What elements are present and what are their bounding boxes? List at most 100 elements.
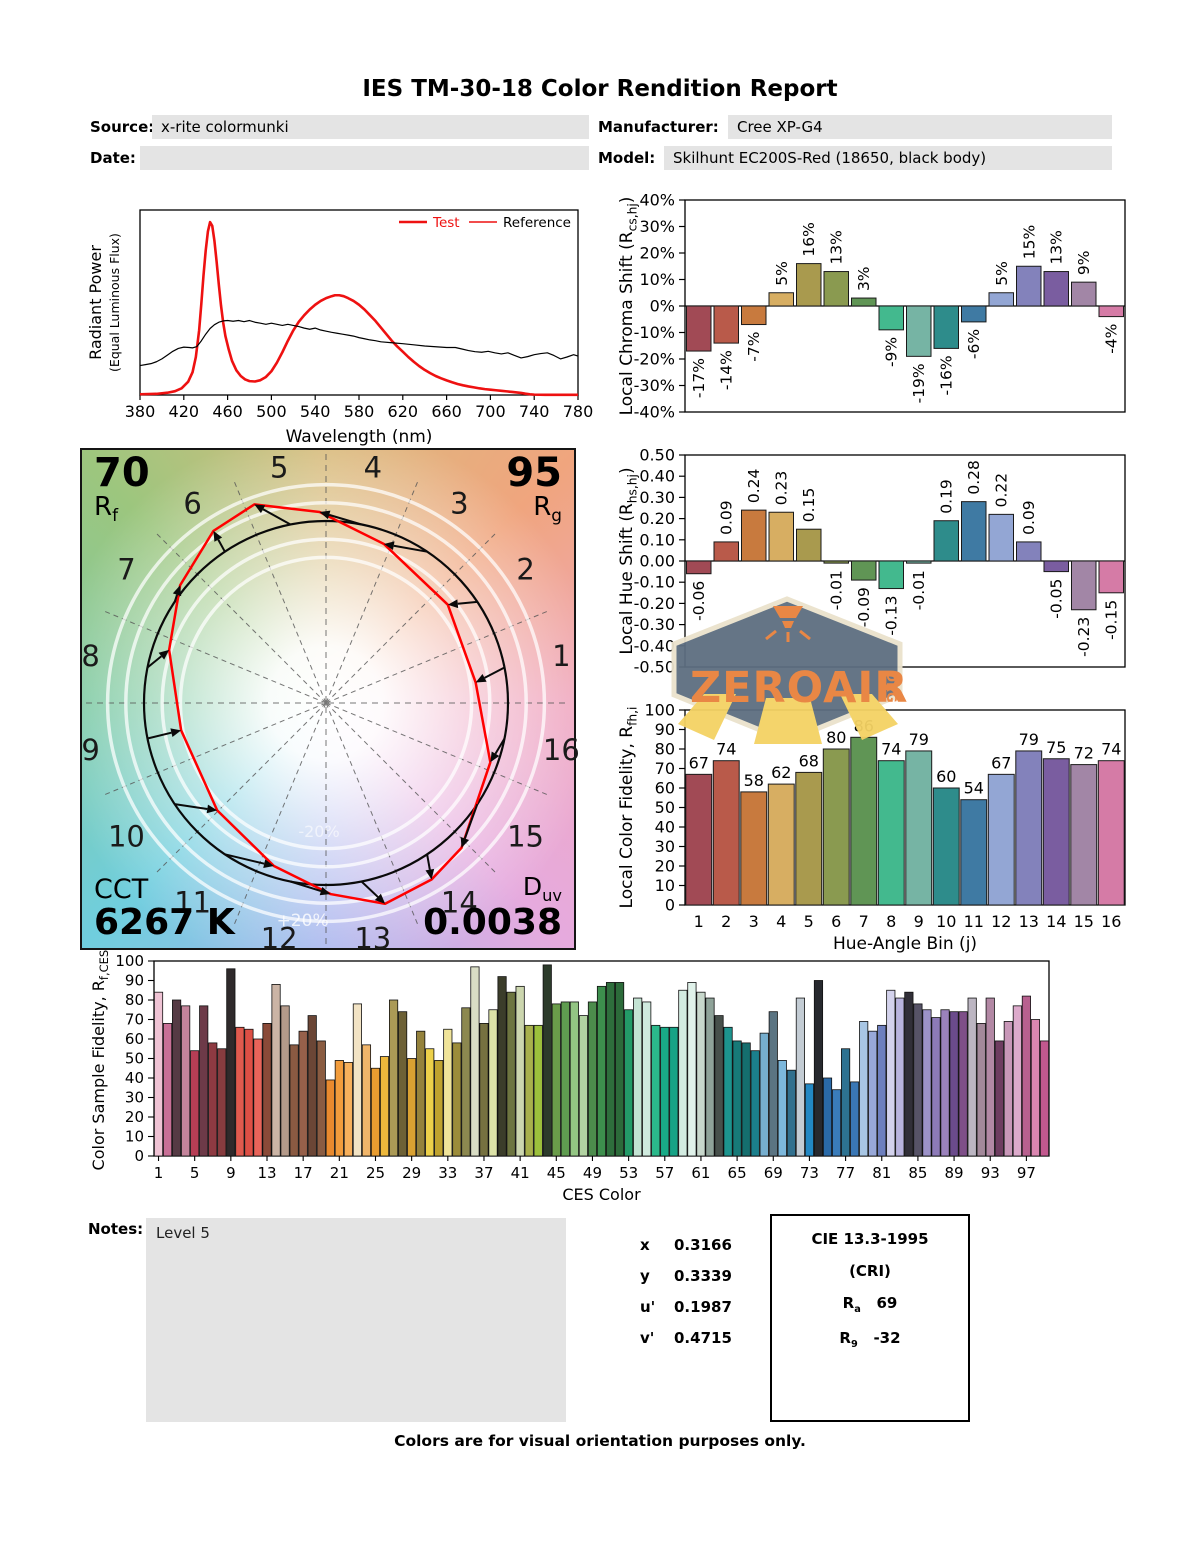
y-tick-label: 90	[125, 972, 144, 990]
bin-number-10: 10	[108, 819, 145, 853]
bar-value-label: -14%	[718, 350, 736, 390]
bar-bin-10	[933, 305, 959, 349]
bar-bin-14	[1042, 758, 1070, 906]
bar-bin-13	[1016, 265, 1042, 307]
bar-value-label: 0.22	[993, 473, 1011, 508]
bar-value-label: 67	[689, 753, 709, 772]
bin-number-11: 11	[174, 886, 211, 920]
bar-ces-58	[669, 1026, 679, 1157]
y-tick-label: 30%	[639, 217, 675, 236]
y-tick-label: -40%	[634, 403, 675, 422]
bar-ces-10	[235, 1026, 245, 1157]
bar-ces-80	[868, 1030, 878, 1157]
x-tick-label: 3	[749, 912, 759, 931]
bar-ces-85	[913, 1003, 923, 1157]
local-hue-shift-chart: 0.500.400.300.200.100.00-0.10-0.20-0.30-…	[617, 446, 1126, 677]
bar-bin-4	[768, 511, 794, 562]
x-tick-label: 89	[945, 1164, 964, 1182]
y-tick-label: -0.30	[634, 615, 675, 634]
pct-ring	[178, 555, 474, 851]
bar-value-label: 0.24	[745, 469, 763, 504]
bar-value-label: 72	[1074, 744, 1094, 763]
bar-ces-81	[877, 1024, 887, 1157]
bar-bin-7	[850, 736, 878, 906]
bar-ces-44	[542, 964, 552, 1157]
bar-value-label: 15%	[1020, 225, 1038, 259]
y-axis-label: Local Chroma Shift (Rcs,hj)	[617, 197, 639, 416]
bin-number-12: 12	[261, 921, 298, 955]
bar-value-label: -0.15	[1103, 600, 1121, 640]
bar-value-label: 79	[1019, 730, 1039, 749]
x-tick-label: 1	[154, 1164, 164, 1182]
bar-ces-98	[1030, 1019, 1041, 1157]
bar-value-label: 74	[716, 740, 736, 759]
notes-label: Notes:	[88, 1220, 144, 1238]
bar-bin-11	[961, 305, 987, 323]
y-axis-label: Radiant Power	[86, 245, 105, 360]
chromaticity-u: u' 0.1987	[640, 1298, 732, 1316]
manufacturer-label: Manufacturer:	[598, 118, 719, 136]
y-tick-label: 50	[125, 1050, 144, 1068]
bar-value-label: 0.09	[1020, 500, 1038, 535]
bar-value-label: 13%	[828, 230, 846, 264]
y-tick-label: 100	[644, 701, 675, 720]
x-tick-label: 380	[125, 402, 156, 421]
bin-number-9: 9	[81, 733, 99, 767]
cri-subtitle: (CRI)	[849, 1262, 891, 1280]
bar-bin-15	[1071, 560, 1097, 611]
bar-value-label: 0.15	[800, 488, 818, 523]
x-tick-label: 6	[831, 912, 841, 931]
bar-bin-16	[1098, 560, 1124, 594]
bar-value-label: 67	[991, 753, 1011, 772]
bar-bin-16	[1097, 760, 1125, 906]
outer-ring-label: +20%	[277, 911, 329, 931]
x-tick-label: 65	[728, 1164, 747, 1182]
x-tick-label: 660	[431, 402, 462, 421]
bar-value-label: 74	[1101, 740, 1121, 759]
x-tick-label: 15	[1074, 912, 1094, 931]
duv-value: 0.0038	[423, 902, 562, 944]
x-tick-label: 12	[991, 912, 1011, 931]
rf-value: 70	[94, 450, 150, 496]
chromaticity-y: y 0.3339	[640, 1267, 732, 1285]
bar-ces-53	[624, 1009, 634, 1157]
bar-ces-15	[280, 1005, 290, 1157]
bar-ces-82	[886, 989, 896, 1157]
legend-test-label: Test	[432, 215, 460, 231]
bar-ces-37	[479, 1023, 489, 1157]
bar-ces-56	[651, 1024, 661, 1157]
bar-ces-75	[822, 1077, 833, 1157]
duv-block: Duv 0.0038	[423, 872, 562, 944]
bar-ces-16	[289, 1044, 299, 1157]
bar-bin-9	[906, 305, 932, 357]
y-tick-label: 60	[125, 1030, 144, 1048]
bar-value-label: 0.19	[938, 479, 956, 514]
bar-bin-1	[685, 773, 713, 906]
bar-bin-3	[741, 305, 767, 326]
rg-value: 95	[506, 450, 562, 496]
bin-number-7: 7	[117, 553, 135, 587]
bar-ces-28	[398, 1011, 408, 1157]
x-tick-label: 73	[800, 1164, 819, 1182]
bar-ces-78	[850, 1081, 860, 1157]
y-axis-label: Local Color Fidelity, Rfh,i	[617, 707, 639, 909]
bar-ces-30	[416, 1030, 426, 1157]
bar-ces-60	[687, 982, 697, 1157]
bar-ces-61	[696, 991, 706, 1157]
test-curve	[139, 220, 578, 397]
bar-ces-51	[605, 982, 616, 1157]
bar-bin-1	[686, 560, 712, 575]
y-tick-label: -0.40	[634, 636, 675, 655]
source-label: Source:	[90, 118, 155, 136]
rf-block: 70 Rf	[94, 450, 150, 526]
bar-value-label: 0.23	[773, 471, 791, 506]
x-tick-label: 13	[257, 1164, 276, 1182]
bar-ces-90	[958, 1011, 968, 1157]
bar-value-label: 75	[1046, 738, 1066, 757]
x-tick-label: 69	[764, 1164, 783, 1182]
bar-ces-45	[551, 1003, 561, 1157]
footer-disclaimer: Colors are for visual orientation purpos…	[394, 1432, 806, 1450]
x-tick-label: 85	[908, 1164, 927, 1182]
x-tick-label: 61	[691, 1164, 710, 1182]
bar-ces-7	[208, 1042, 218, 1157]
